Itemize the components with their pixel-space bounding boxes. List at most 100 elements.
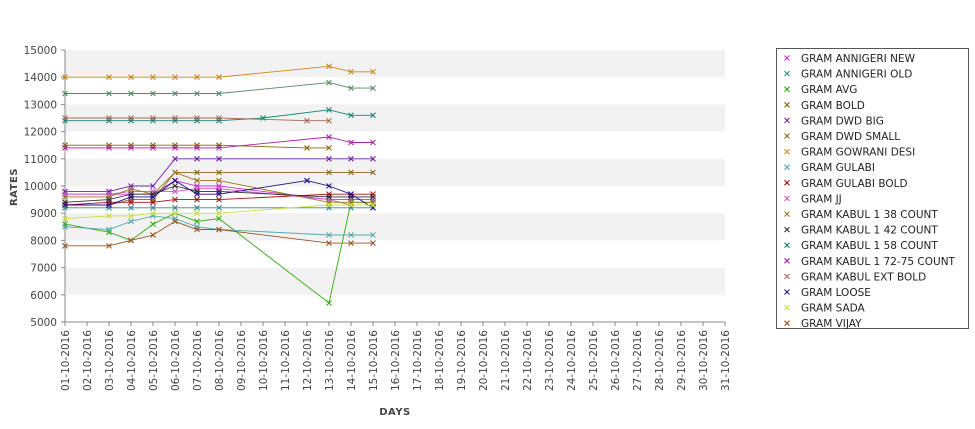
data-point (370, 193, 376, 200)
legend-marker (784, 195, 790, 202)
data-point (106, 90, 112, 97)
data-point (62, 115, 68, 121)
data-point (370, 85, 376, 91)
data-point (194, 218, 200, 225)
data-point (194, 177, 200, 184)
legend-label: GRAM SADA (801, 303, 866, 315)
legend-label: GRAM GULABI BOLD (801, 178, 908, 190)
legend-label: GRAM BOLD (801, 100, 865, 112)
series (62, 169, 376, 206)
legend-label: GRAM ANNIGERI NEW (801, 53, 916, 65)
series-line (64, 201, 373, 304)
legend-marker (784, 179, 790, 186)
data-point (172, 183, 178, 189)
y-tick-label: 13000 (24, 99, 57, 111)
x-tick-label: 28-10-2016 (654, 330, 666, 391)
data-point (106, 202, 112, 208)
data-point (128, 213, 134, 219)
data-point (106, 145, 112, 151)
data-point (326, 202, 332, 208)
series (62, 213, 376, 238)
legend-label: GRAM KABUL EXT BOLD (801, 271, 926, 283)
x-tick-label: 11-10-2016 (280, 330, 292, 391)
data-point (326, 79, 332, 86)
legend-marker (784, 164, 790, 171)
data-point (172, 177, 178, 184)
data-point (348, 68, 354, 75)
legend-label: GRAM KABUL 1 38 COUNT (801, 209, 938, 221)
legend-label: GRAM ANNIGERI OLD (801, 69, 912, 81)
x-tick-label: 18-10-2016 (434, 330, 446, 391)
data-point (194, 90, 200, 97)
legend-item: GRAM ANNIGERI OLD (784, 69, 912, 81)
y-tick-label: 10000 (24, 181, 57, 193)
data-point (370, 139, 376, 146)
data-point (106, 242, 112, 249)
x-tick-label: 12-10-2016 (302, 330, 314, 391)
data-point (370, 232, 376, 238)
x-tick-label: 27-10-2016 (632, 330, 644, 391)
data-point (304, 145, 310, 151)
data-point (326, 193, 332, 200)
data-point (172, 204, 178, 211)
data-point (370, 202, 376, 208)
series-line (65, 82, 373, 94)
data-point (128, 193, 134, 200)
legend-marker (784, 257, 790, 264)
x-tick-label: 31-10-2016 (720, 330, 732, 391)
series (62, 202, 376, 222)
legend-item: GRAM ANNIGERI NEW (784, 53, 916, 65)
x-tick-label: 08-10-2016 (214, 330, 226, 391)
data-point (348, 169, 354, 176)
data-point (128, 185, 134, 192)
data-point (216, 90, 222, 97)
legend-item: GRAM VIJAY (784, 318, 862, 330)
legend-label: GRAM KABUL 1 72-75 COUNT (801, 256, 956, 268)
x-tick-label: 19-10-2016 (456, 330, 468, 391)
data-point (150, 145, 156, 151)
data-point (216, 204, 222, 211)
legend-marker (784, 211, 790, 217)
data-point (326, 183, 332, 189)
data-point (304, 117, 310, 124)
data-point (216, 196, 222, 203)
x-tick-label: 21-10-2016 (500, 330, 512, 391)
data-point (326, 63, 332, 70)
legend-box (776, 48, 969, 329)
y-tick-label: 9000 (30, 208, 57, 220)
data-point (216, 115, 222, 121)
data-point (194, 191, 200, 198)
legend-marker (784, 101, 790, 108)
legend-label: GRAM DWD SMALL (801, 131, 900, 143)
series-line (64, 193, 373, 206)
x-tick-label: 09-10-2016 (236, 330, 248, 391)
data-point (216, 191, 222, 198)
data-point (106, 115, 112, 121)
data-point (348, 85, 354, 91)
data-point (194, 74, 200, 81)
grid-band (65, 213, 725, 241)
x-tick-label: 29-10-2016 (676, 330, 688, 391)
data-point (216, 74, 222, 81)
data-point (172, 145, 178, 151)
legend-item: GRAM DWD SMALL (784, 131, 900, 143)
legend-marker (784, 242, 790, 249)
series (62, 115, 332, 124)
x-axis-title: DAYS (379, 407, 411, 418)
data-point (128, 145, 134, 151)
legend-item: GRAM AVG (784, 84, 857, 96)
data-point (128, 204, 134, 211)
data-point (370, 169, 376, 176)
legend-marker (784, 117, 790, 124)
data-point (106, 196, 112, 203)
series-line (65, 65, 373, 78)
data-point (216, 169, 222, 176)
x-tick-label: 03-10-2016 (104, 330, 116, 391)
legend-marker (784, 226, 790, 233)
data-point (128, 237, 134, 244)
data-point (216, 177, 222, 184)
legend-item: GRAM JJ (784, 193, 842, 205)
legend-label: GRAM GOWRANI DESI (801, 147, 915, 159)
data-point (62, 223, 68, 230)
series (62, 134, 376, 151)
